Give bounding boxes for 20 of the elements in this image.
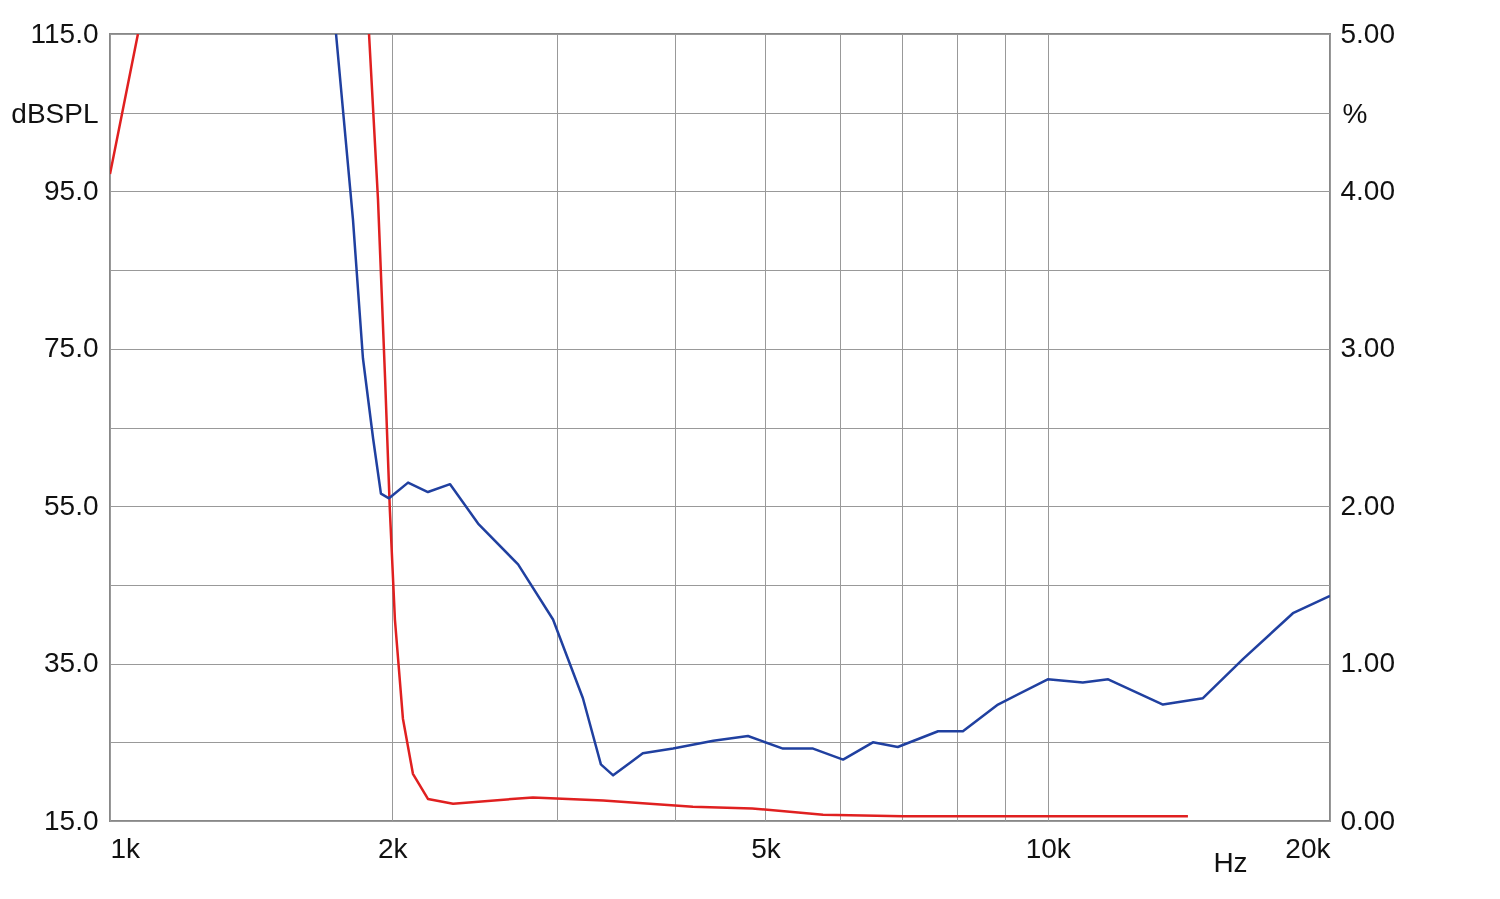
y2-tick-label: 0.00 [1340,804,1395,836]
y-tick-label: 55.0 [44,489,99,521]
y-tick-label: 15.0 [44,804,99,836]
y2-tick-label: 1.00 [1340,647,1395,679]
y-tick-label: 35.0 [44,647,99,679]
y2-axis-title: % [1342,97,1368,129]
y2-tick-label: 3.00 [1340,332,1395,364]
y-tick-label: 115.0 [30,17,99,49]
x-tick-label: 1k [110,832,142,864]
x-axis-title: Hz [1213,846,1248,878]
x-tick-label: 10k [1025,832,1072,864]
y2-tick-label: 4.00 [1340,174,1395,206]
y-tick-label: 75.0 [44,332,99,364]
y2-tick-label: 2.00 [1340,489,1395,521]
y2-tick-label: 5.00 [1340,17,1395,49]
y-axis-title: dBSPL [11,97,99,129]
x-tick-label: 5k [751,832,782,864]
x-tick-label: 2k [377,832,409,864]
x-tick-label: 20k [1285,832,1332,864]
y-tick-label: 95.0 [44,174,99,206]
